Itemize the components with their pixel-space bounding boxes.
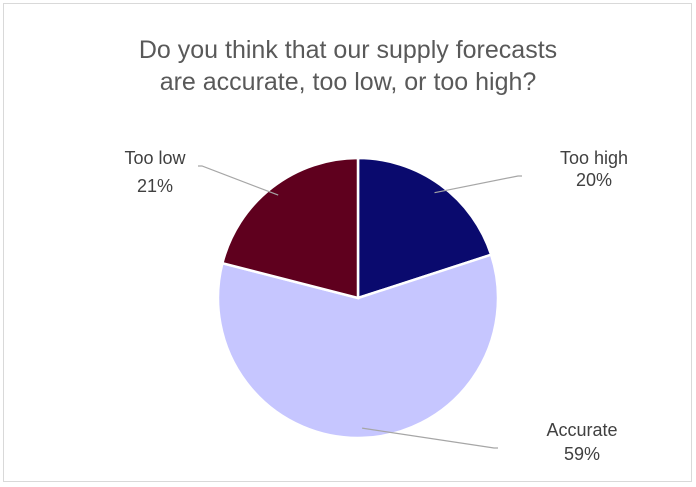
- pie-slices: [216, 156, 500, 440]
- leader-lines: [198, 165, 522, 449]
- data-label-percent: 21%: [137, 176, 173, 196]
- leader-line-too-high: [434, 175, 522, 194]
- data-label-category: Accurate: [546, 420, 617, 440]
- leader-line-accurate: [362, 427, 498, 449]
- chart-title-line-2: are accurate, too low, or too high?: [159, 68, 537, 96]
- chart-title: Do you think that our supply forecasts a…: [0, 34, 696, 98]
- pie-slice-too-low: [220, 156, 360, 300]
- data-label-percent: 20%: [576, 170, 612, 190]
- leader-line-too-low: [198, 165, 279, 196]
- data-label-category: Too low: [124, 148, 186, 168]
- pie-slice-accurate: [216, 253, 500, 440]
- data-label-category: Too high: [560, 148, 628, 168]
- chart-title-line-1: Do you think that our supply forecasts: [138, 36, 558, 64]
- pie-slice-too-high: [356, 156, 493, 300]
- data-label-percent: 59%: [564, 444, 600, 464]
